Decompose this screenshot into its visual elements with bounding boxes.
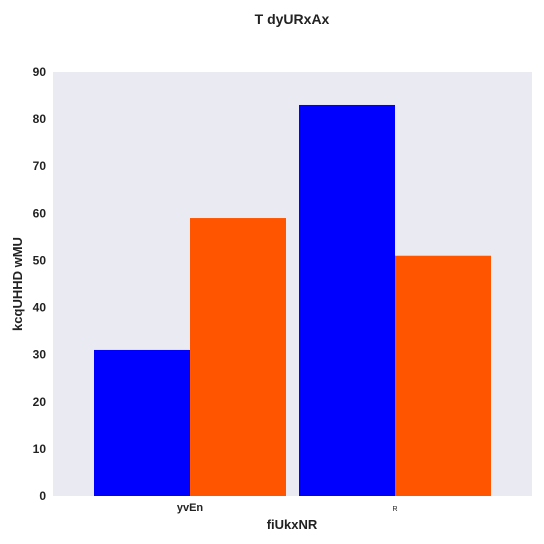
y-tick-label: 50 <box>33 253 47 267</box>
y-tick-label: 70 <box>33 159 47 173</box>
y-tick-label: 0 <box>39 489 46 503</box>
x-axis-label: fiUkxNR <box>267 517 318 532</box>
y-tick-label: 30 <box>33 348 47 362</box>
x-tick-label: R <box>392 506 397 513</box>
x-tick-labels: yvEn R <box>177 502 398 514</box>
bar-2-0 <box>190 218 286 496</box>
bar-1-0 <box>94 350 190 496</box>
bar-2-1 <box>395 256 491 496</box>
y-tick-label: 80 <box>33 112 47 126</box>
y-tick-label: 10 <box>33 442 47 456</box>
y-tick-label: 40 <box>33 301 47 315</box>
bar-1-1 <box>299 105 395 496</box>
y-axis-label: kcqUHHD wMU <box>10 237 25 331</box>
y-tick-labels: 0 10 20 30 40 50 60 70 80 90 <box>33 65 47 503</box>
y-tick-label: 90 <box>33 65 47 79</box>
y-tick-label: 60 <box>33 206 47 220</box>
chart-title: T dyURxAx <box>255 11 330 27</box>
y-tick-label: 20 <box>33 395 47 409</box>
x-tick-label: yvEn <box>177 502 204 514</box>
